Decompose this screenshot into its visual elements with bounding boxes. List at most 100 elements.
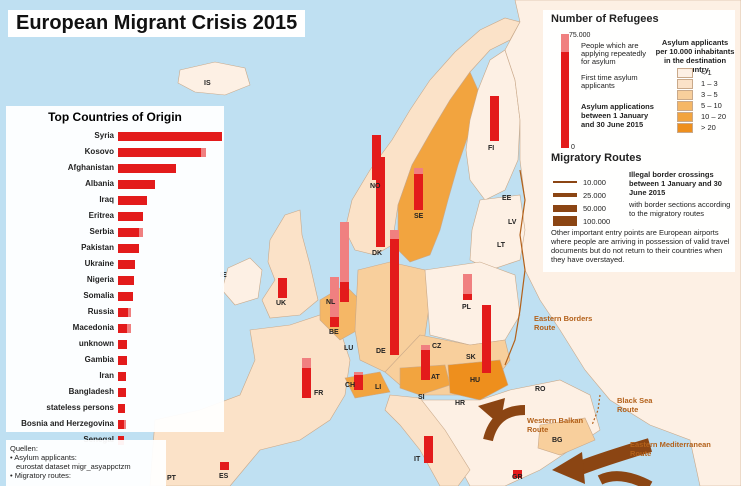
per-capita-swatch — [677, 123, 693, 133]
origin-row: Macedonia — [6, 322, 224, 339]
route-width-swatch — [553, 193, 577, 197]
first-time-swatch — [561, 52, 569, 148]
country-code-pt: PT — [167, 475, 176, 482]
country-code-pl: PL — [462, 304, 471, 311]
map-bar-first-time — [482, 305, 491, 373]
per-capita-swatch — [677, 79, 693, 89]
country-code-hu: HU — [470, 377, 481, 384]
origin-bar-repeated — [127, 324, 131, 333]
repeated-swatch — [561, 34, 569, 52]
origin-row: Albania — [6, 178, 224, 195]
origin-row: Russia — [6, 306, 224, 323]
origin-row: Nigeria — [6, 274, 224, 291]
origin-bar — [118, 324, 127, 333]
country-code-be: BE — [329, 329, 339, 336]
country-code-at: AT — [431, 374, 440, 381]
origin-bar — [118, 420, 124, 429]
origin-country-name: Albania — [85, 179, 114, 188]
origin-country-name: unknown — [78, 339, 114, 348]
origin-country-name: Gambia — [84, 355, 114, 364]
map-bar-first-time — [330, 317, 339, 327]
southern-route-arrow — [597, 471, 653, 486]
refugee-bars-layer — [220, 96, 522, 478]
map-bar-first-time — [354, 375, 363, 390]
map-bar-repeated — [490, 96, 499, 141]
top-origins-title: Top Countries of Origin — [48, 110, 182, 124]
map-bar-repeated — [414, 168, 423, 174]
country-code-dk: DK — [372, 250, 383, 257]
map-bar-first-time — [463, 294, 472, 300]
sources-heading: Quellen: — [10, 444, 38, 453]
country-baltics — [469, 194, 526, 271]
map-title: European Migrant Crisis 2015 — [8, 10, 306, 37]
origin-row: Bangladesh — [6, 386, 224, 403]
origin-row: Ukraine — [6, 258, 224, 275]
per-capita-title: Asylum applicants per 10.000 inhabitants… — [655, 38, 735, 74]
origin-bar-repeated — [124, 420, 126, 429]
origin-bar — [118, 276, 134, 285]
origin-country-name: Senegal — [83, 435, 114, 444]
country-code-ch: CH — [345, 382, 356, 389]
eastern-med-route-head — [552, 452, 585, 484]
map-bar-first-time — [421, 350, 430, 380]
per-capita-swatch — [677, 112, 693, 122]
refugees-legend-title: Number of Refugees — [551, 13, 659, 25]
per-capita-label: 1 – 3 — [701, 79, 718, 88]
scale-max-label: 75.000 — [569, 32, 591, 39]
origin-country-name: stateless persons — [46, 403, 114, 412]
origin-country-name: Nigeria — [86, 275, 114, 284]
origin-country-name: Ukraine — [84, 259, 114, 268]
map-bar-first-time — [302, 368, 311, 398]
black-sea-line — [591, 394, 601, 426]
route-width-label: 25.000 — [583, 191, 606, 200]
map-bar-repeated — [421, 345, 430, 350]
country-code-fi: FI — [488, 145, 495, 152]
country-code-si: SI — [418, 394, 425, 401]
origin-bar-repeated — [139, 228, 143, 237]
origin-bar — [118, 244, 139, 253]
origin-row: Afghanistan — [6, 162, 224, 179]
route-width-swatch — [553, 181, 577, 183]
country-uk — [261, 209, 319, 319]
origin-bar — [118, 212, 143, 221]
country-hungary — [447, 359, 509, 401]
country-code-cz: CZ — [432, 343, 442, 350]
origin-row: Iraq — [6, 194, 224, 211]
route-width-swatch — [553, 204, 577, 212]
origin-bar-repeated — [201, 148, 206, 157]
country-code-lv: LV — [508, 219, 517, 226]
sources-panel: Quellen: • Asylum applicants: eurostat d… — [6, 440, 166, 486]
origin-country-name: Eritrea — [88, 211, 114, 220]
origin-country-name: Kosovo — [84, 147, 114, 156]
origin-bar — [118, 308, 128, 317]
route-label-eastern-borders: Eastern Borders Route — [534, 314, 593, 332]
per-capita-swatch — [677, 101, 693, 111]
origin-row: Pakistan — [6, 242, 224, 259]
top-origins-panel: Top Countries of Origin Syria Kosovo Afgha… — [6, 106, 224, 445]
origin-country-name: Macedonia — [72, 323, 114, 332]
country-code-de: DE — [376, 348, 386, 355]
origin-row: Kosovo — [6, 146, 224, 163]
country-code-lu: LU — [344, 345, 354, 352]
route-label-black-sea: Black Sea Route — [617, 396, 653, 414]
origin-bar — [118, 404, 125, 413]
country-code-it: IT — [414, 456, 421, 463]
map-bar-first-time — [220, 462, 229, 470]
origin-country-name: Afghanistan — [67, 163, 114, 172]
per-capita-label: 5 – 10 — [701, 101, 722, 110]
origin-bar — [118, 292, 133, 301]
map-bar-first-time — [513, 470, 522, 478]
map-bar-first-time — [414, 174, 423, 210]
map-bar-repeated — [376, 157, 385, 247]
map-bar-first-time — [390, 239, 399, 355]
route-label-western-balkan: Western Balkan Route — [527, 416, 584, 434]
map-bar-repeated — [302, 358, 311, 368]
per-capita-label: 3 – 5 — [701, 90, 718, 99]
origin-country-name: Russia — [87, 307, 114, 316]
sources-line-3: • Migratory routes: — [10, 471, 71, 480]
country-code-gr: GR — [512, 474, 523, 481]
country-code-li: LI — [375, 384, 382, 391]
sources-line-2: eurostat dataset migr_asyappctzm — [16, 462, 131, 471]
route-width-swatch — [553, 216, 577, 226]
map-bar-first-time — [424, 436, 433, 463]
